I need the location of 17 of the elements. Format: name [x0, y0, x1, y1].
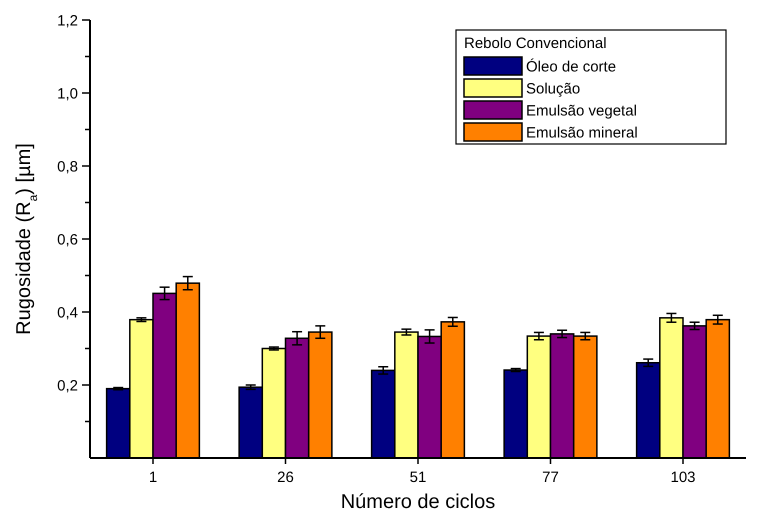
x-tick-label: 1 — [148, 469, 158, 486]
legend-label: Emulsão vegetal — [526, 102, 637, 120]
x-tick-label: 77 — [542, 469, 559, 486]
x-tick-label: 103 — [670, 469, 696, 486]
x-tick-label: 51 — [410, 469, 426, 486]
y-tick-label: 0,8 — [57, 158, 78, 176]
x-tick-label: 26 — [277, 469, 294, 486]
y-tick-label: 1,0 — [57, 85, 78, 102]
legend-label: Solução — [526, 80, 580, 98]
x-axis-title: Número de ciclos — [340, 491, 496, 513]
legend-label: Emulsão mineral — [526, 124, 638, 142]
legend-label: Óleo de corte — [526, 57, 616, 76]
y-tick-label: 1,2 — [57, 12, 78, 30]
legend-title: Rebolo Convencional — [464, 35, 607, 52]
y-tick-label: 0,2 — [57, 377, 78, 394]
y-tick-label: 0,6 — [57, 231, 78, 248]
y-tick-label: 0,4 — [57, 304, 78, 322]
